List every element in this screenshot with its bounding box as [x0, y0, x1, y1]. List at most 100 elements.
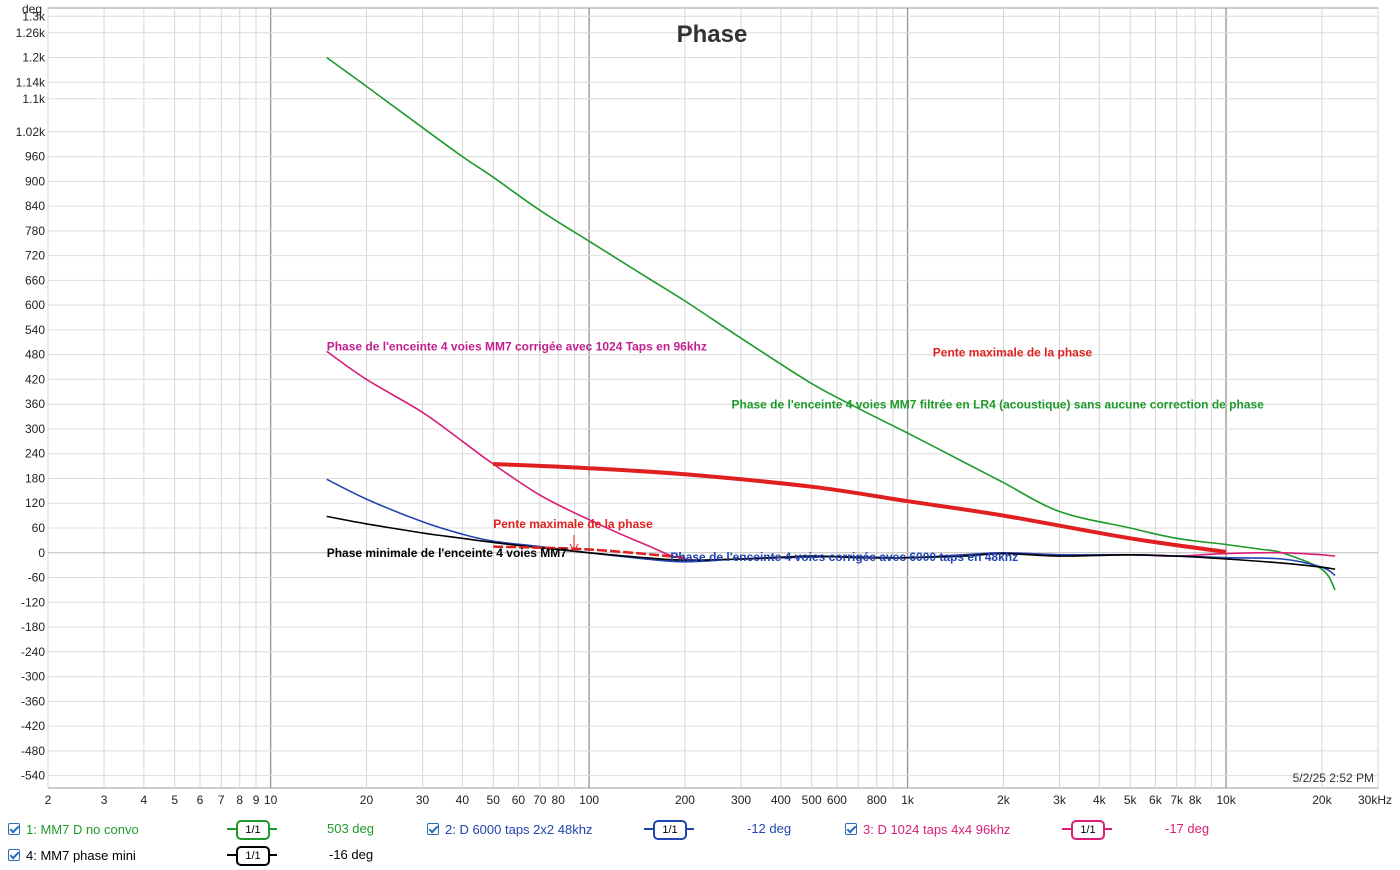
y-tick-label: 300: [25, 422, 45, 436]
x-tick-label: 30: [416, 793, 430, 807]
y-tick-label: 960: [25, 150, 45, 164]
legend-item-3[interactable]: 3: D 1024 taps 4x4 96khz: [845, 817, 1010, 841]
x-tick-label: 500: [802, 793, 822, 807]
x-tick-label: 300: [731, 793, 751, 807]
phase-chart: 1.3k1.26k1.2k1.14k1.1k1.02k9609008407807…: [16, 2, 1392, 807]
x-tick-label: 7: [218, 793, 225, 807]
x-tick-label: 60: [512, 793, 526, 807]
slope-line: [493, 462, 1227, 554]
checkbox-icon[interactable]: [8, 849, 20, 861]
slope-line: [493, 545, 686, 559]
y-tick-label: -240: [21, 645, 45, 659]
x-tick-label: 600: [827, 793, 847, 807]
x-tick-label: 4: [141, 793, 148, 807]
y-tick-label: -480: [21, 744, 45, 758]
y-tick-label: -540: [21, 769, 45, 783]
x-tick-label: 4k: [1093, 793, 1107, 807]
x-tick-label: 50: [487, 793, 501, 807]
y-tick-label: -420: [21, 719, 45, 733]
x-tick-label: 6: [197, 793, 204, 807]
legend-value: -16 deg: [329, 847, 374, 862]
y-tick-label: 1.14k: [16, 75, 46, 89]
x-tick-label: 20: [360, 793, 374, 807]
y-tick-label: 600: [25, 298, 45, 312]
smoothing-label: 1/1: [236, 846, 270, 866]
x-tick-label: 100: [579, 793, 599, 807]
y-tick-label: 0: [38, 546, 45, 560]
y-tick-label: -300: [21, 670, 45, 684]
x-tick-label: 9: [253, 793, 260, 807]
x-tick-label: 800: [867, 793, 887, 807]
series-line-1: [326, 56, 1336, 591]
y-axis-label: deg: [22, 2, 42, 16]
smoothing-button-3[interactable]: 1/1: [1062, 819, 1112, 840]
smoothing-label: 1/1: [1071, 820, 1105, 840]
smoothing-button-1[interactable]: 1/1: [227, 819, 277, 840]
annotation-label: Pente maximale de la phase: [493, 517, 653, 531]
annotation-label: Phase minimale de l'enceinte 4 voies MM7: [327, 546, 568, 560]
y-tick-label: 120: [25, 496, 45, 510]
annotation-label: Pente maximale de la phase: [933, 346, 1093, 360]
x-tick-label: 3k: [1053, 793, 1067, 807]
y-tick-label: 540: [25, 323, 45, 337]
x-tick-label: 400: [771, 793, 791, 807]
y-tick-label: 1.02k: [16, 125, 46, 139]
smoothing-button-4[interactable]: 1/1: [227, 845, 277, 866]
y-tick-label: 900: [25, 174, 45, 188]
checkbox-icon[interactable]: [8, 823, 20, 835]
checkbox-icon[interactable]: [427, 823, 439, 835]
x-tick-label: 5k: [1124, 793, 1138, 807]
y-tick-label: 240: [25, 447, 45, 461]
y-tick-label: -60: [28, 571, 46, 585]
legend-item-4[interactable]: 4: MM7 phase mini: [8, 843, 136, 867]
y-tick-label: 1.3k: [22, 9, 46, 23]
legend-label: 4: MM7 phase mini: [26, 847, 136, 863]
y-tick-label: 720: [25, 249, 45, 263]
y-tick-label: 660: [25, 273, 45, 287]
y-tick-label: -180: [21, 620, 45, 634]
plot-area: [47, 7, 1379, 789]
legend-item-2[interactable]: 2: D 6000 taps 2x2 48khz: [427, 817, 592, 841]
x-tick-label: 6k: [1149, 793, 1163, 807]
y-tick-label: 840: [25, 199, 45, 213]
x-tick-label: 3: [101, 793, 108, 807]
x-tick-label: 10k: [1216, 793, 1236, 807]
legend-value: -12 deg: [747, 821, 792, 836]
y-tick-label: 780: [25, 224, 45, 238]
checkbox-icon[interactable]: [845, 823, 857, 835]
legend-label: 2: D 6000 taps 2x2 48khz: [445, 821, 593, 837]
y-tick-label: -360: [21, 694, 45, 708]
series-line-4: [326, 515, 1336, 571]
x-tick-label: 1k: [901, 793, 915, 807]
timestamp: 5/2/25 2:52 PM: [1293, 771, 1374, 785]
y-tick-label: 1.1k: [22, 92, 46, 106]
annotation-arrow-head: [569, 543, 579, 553]
y-tick-label: 1.2k: [22, 51, 46, 65]
x-tick-label: 2k: [997, 793, 1011, 807]
x-tick-label: 30kHz: [1358, 793, 1392, 807]
annotation-label: Phase de l'enceinte 4 voies MM7 corrigée…: [327, 340, 707, 354]
x-tick-label: 20k: [1312, 793, 1332, 807]
legend-row-1: 1: MM7 D no convo 1/1 503 deg 2: D 6000 …: [0, 817, 1400, 841]
x-tick-label: 70: [533, 793, 547, 807]
smoothing-label: 1/1: [653, 820, 687, 840]
x-tick-label: 80: [552, 793, 566, 807]
legend-label: 1: MM7 D no convo: [26, 821, 139, 837]
y-tick-label: 480: [25, 348, 45, 362]
x-tick-label: 10: [264, 793, 278, 807]
smoothing-button-2[interactable]: 1/1: [644, 819, 694, 840]
legend-row-2: 4: MM7 phase mini 1/1 -16 deg: [0, 843, 1400, 867]
y-tick-label: 1.26k: [16, 26, 46, 40]
y-tick-label: 180: [25, 471, 45, 485]
legend-item-1[interactable]: 1: MM7 D no convo: [8, 817, 139, 841]
x-tick-label: 7k: [1170, 793, 1184, 807]
chart-title: Phase: [677, 21, 748, 48]
annotation-label: Phase de l'enceinte 4 voies corrigée ave…: [670, 550, 1018, 564]
y-tick-label: 420: [25, 372, 45, 386]
y-tick-label: -120: [21, 595, 45, 609]
x-tick-label: 200: [675, 793, 695, 807]
y-tick-label: 60: [32, 521, 46, 535]
annotation-label: Phase de l'enceinte 4 voies MM7 filtrée …: [731, 397, 1264, 411]
x-tick-label: 2: [45, 793, 52, 807]
y-tick-label: 360: [25, 397, 45, 411]
